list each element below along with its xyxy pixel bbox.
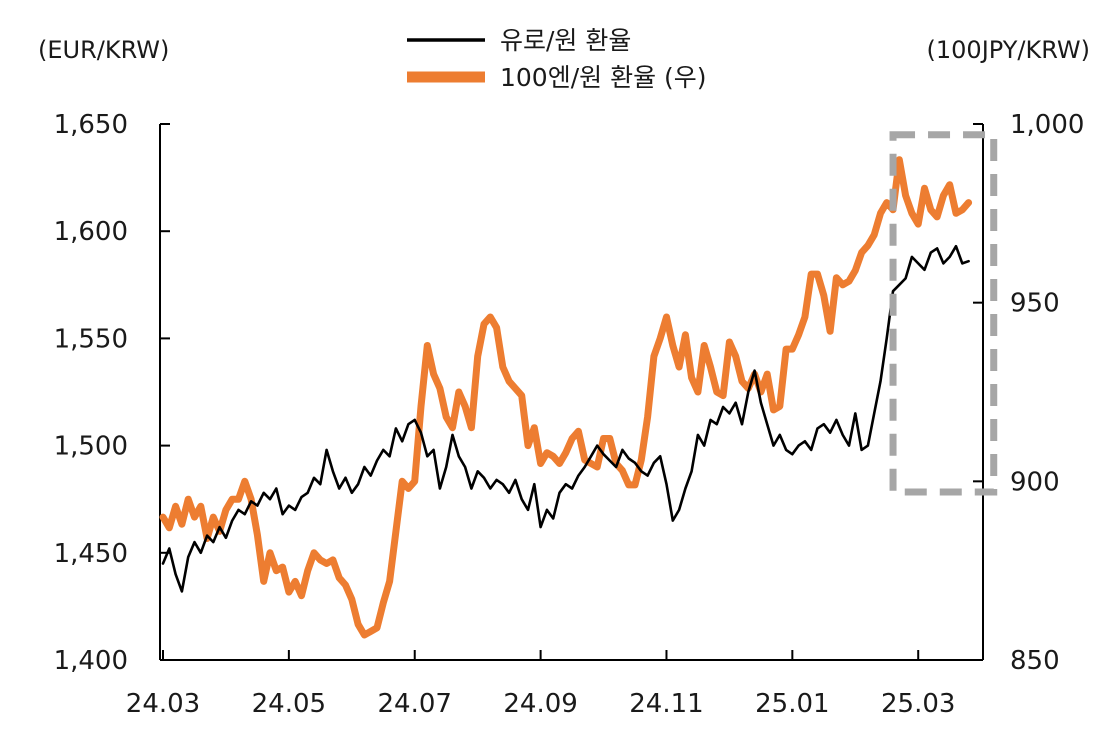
x-axis-ticks: 24.03 24.05 24.07 24.09 24.11 25.01 25.03 bbox=[126, 650, 955, 719]
legend-label-jpy: 100엔/원 환율 (우) bbox=[500, 63, 707, 92]
x-tick-label: 24.05 bbox=[252, 689, 326, 719]
left-tick-label: 1,650 bbox=[54, 110, 128, 140]
left-tick-label: 1,400 bbox=[54, 646, 128, 676]
x-tick-label: 25.03 bbox=[881, 689, 955, 719]
right-tick-label: 850 bbox=[1010, 646, 1060, 676]
series-layer bbox=[159, 156, 973, 639]
x-tick-label: 24.07 bbox=[378, 689, 452, 719]
right-axis-ticks: 850 900 950 1,000 bbox=[973, 110, 1084, 676]
left-axis-unit: (EUR/KRW) bbox=[38, 36, 169, 64]
left-tick-label: 1,550 bbox=[54, 324, 128, 354]
axes bbox=[159, 124, 984, 661]
right-tick-label: 1,000 bbox=[1010, 110, 1084, 140]
right-axis-unit: (100JPY/KRW) bbox=[927, 36, 1090, 64]
right-tick-label: 950 bbox=[1010, 289, 1060, 319]
left-tick-label: 1,600 bbox=[54, 217, 128, 247]
x-tick-label: 25.01 bbox=[755, 689, 829, 719]
highlight-dashed-box bbox=[889, 131, 998, 496]
x-tick-label: 24.03 bbox=[126, 689, 200, 719]
eur-krw-series-line bbox=[161, 244, 970, 593]
x-tick-label: 24.11 bbox=[629, 689, 703, 719]
legend-label-eur: 유로/원 환율 bbox=[500, 26, 631, 55]
highlight-layer bbox=[889, 131, 998, 496]
left-axis-ticks: 1,400 1,450 1,500 1,550 1,600 1,650 bbox=[54, 110, 170, 676]
x-tick-label: 24.09 bbox=[503, 689, 577, 719]
legend: 유로/원 환율 100엔/원 환율 (우) bbox=[407, 26, 707, 92]
jpy-krw-series-line bbox=[159, 156, 973, 639]
left-tick-label: 1,450 bbox=[54, 539, 128, 569]
left-tick-label: 1,500 bbox=[54, 432, 128, 462]
right-tick-label: 900 bbox=[1010, 467, 1060, 497]
